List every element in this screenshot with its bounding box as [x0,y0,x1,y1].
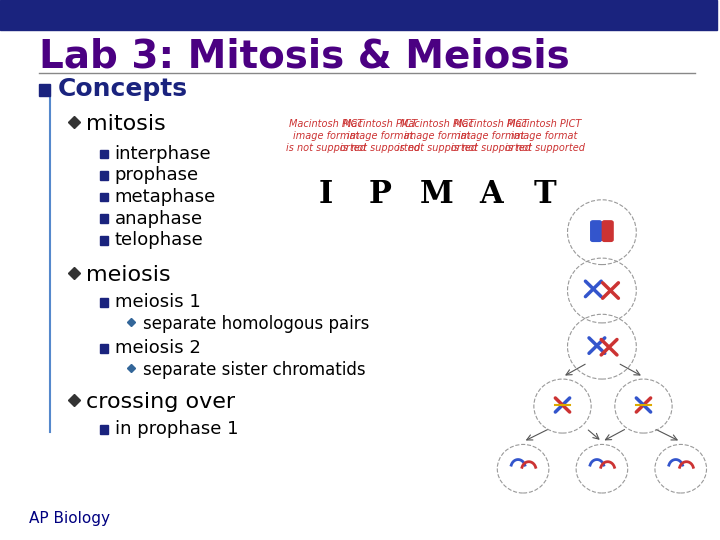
Text: is not supported: is not supported [397,143,477,153]
Text: image format: image format [293,131,359,141]
Bar [99,298,108,307]
Text: image format: image format [346,131,413,141]
Text: is not supported: is not supported [340,143,420,153]
Text: Macintosh PICT: Macintosh PICT [343,119,417,129]
Bar [99,236,108,245]
Bar [99,344,108,353]
Bar [99,214,108,223]
Text: image format: image format [511,131,577,141]
Bar [0,0,716,30]
Text: image format: image format [404,131,470,141]
Text: is not supported: is not supported [505,143,585,153]
Text: prophase: prophase [114,166,199,185]
Text: Lab 3: Mitosis & Meiosis: Lab 3: Mitosis & Meiosis [40,38,570,76]
Text: separate sister chromatids: separate sister chromatids [143,361,366,379]
Text: M: M [420,179,454,210]
Text: Concepts: Concepts [58,77,187,101]
Bar [99,425,108,434]
Text: is not supported: is not supported [286,143,366,153]
Text: metaphase: metaphase [114,188,216,206]
Text: anaphase: anaphase [114,210,203,228]
Text: crossing over: crossing over [86,392,235,413]
Text: AP Biology: AP Biology [29,511,109,526]
Bar [39,84,50,96]
Bar [99,171,108,180]
Text: Macintosh PICT: Macintosh PICT [289,119,363,129]
Text: Macintosh PICT: Macintosh PICT [508,119,582,129]
Text: is not supported: is not supported [451,143,531,153]
Text: telophase: telophase [114,231,203,249]
FancyBboxPatch shape [590,221,601,241]
FancyBboxPatch shape [603,221,613,241]
Text: mitosis: mitosis [86,114,166,134]
Text: in prophase 1: in prophase 1 [114,420,238,438]
Bar [99,150,108,158]
Text: Macintosh PICT: Macintosh PICT [454,119,528,129]
Text: Macintosh PICT: Macintosh PICT [400,119,474,129]
Text: separate homologous pairs: separate homologous pairs [143,315,369,333]
Text: A: A [479,179,503,210]
Text: image format: image format [458,131,524,141]
Text: meiosis: meiosis [86,265,171,286]
Text: meiosis 2: meiosis 2 [114,339,201,357]
Text: P: P [369,179,391,210]
Text: meiosis 1: meiosis 1 [114,293,200,312]
Text: interphase: interphase [114,145,211,163]
Bar [99,193,108,201]
Text: T: T [534,179,556,210]
Text: I: I [319,179,333,210]
